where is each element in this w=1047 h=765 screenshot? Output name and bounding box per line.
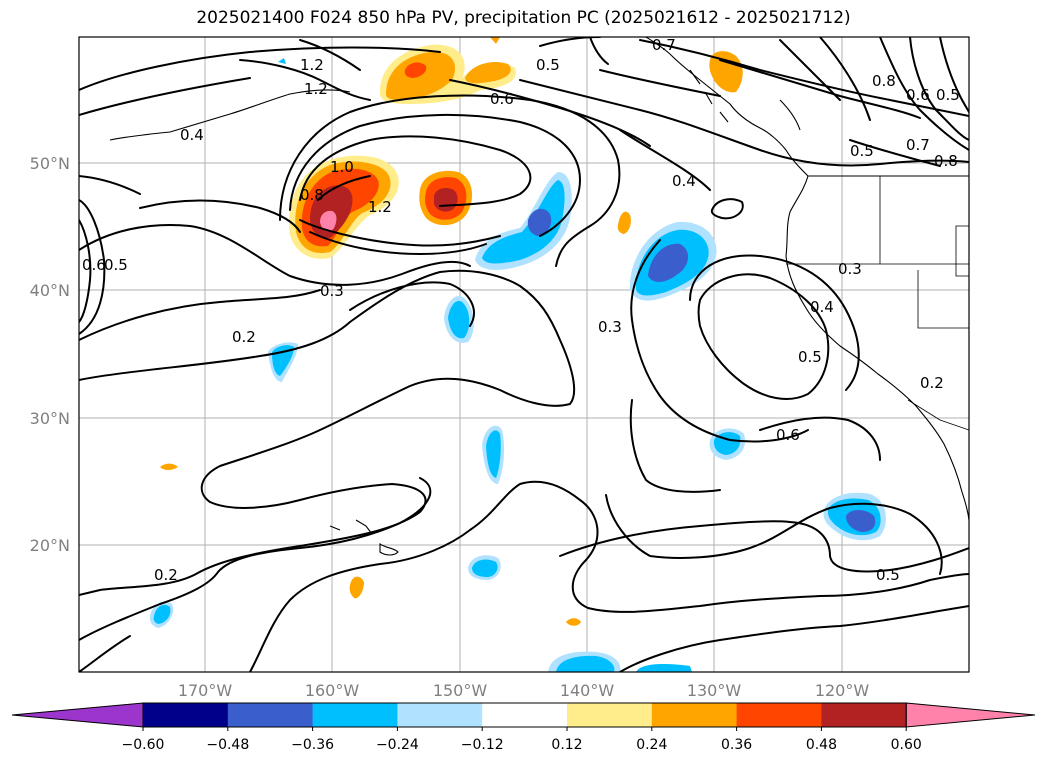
svg-text:0.5: 0.5 (798, 348, 822, 366)
colorbar-tick-label: −0.24 (376, 737, 419, 753)
lon-label-120w: 120°W (815, 681, 870, 700)
colorbar-extend-low (11, 702, 144, 728)
colorbar-segment (227, 703, 314, 727)
lon-label-150w: 150°W (433, 681, 488, 700)
svg-text:0.3: 0.3 (838, 260, 862, 278)
lat-label-30n: 30°N (30, 409, 70, 428)
colorbar-tick-label: 0.12 (551, 737, 582, 753)
svg-text:0.5: 0.5 (536, 56, 560, 74)
svg-text:1.2: 1.2 (300, 56, 324, 74)
svg-text:0.5: 0.5 (104, 256, 128, 274)
svg-text:0.8: 0.8 (300, 186, 324, 204)
svg-text:0.6: 0.6 (776, 426, 800, 444)
colorbar-segment (397, 703, 483, 727)
colorbar-segment (736, 703, 822, 727)
map-frame (78, 36, 970, 673)
precip-positive-ak (709, 51, 743, 93)
lon-label-160w: 160°W (305, 681, 360, 700)
colorbar-tick-label: 0.24 (636, 737, 667, 753)
colorbar-tick-label: −0.36 (291, 737, 334, 753)
svg-text:0.4: 0.4 (180, 126, 204, 144)
lon-label-130w: 130°W (687, 681, 742, 700)
svg-text:0.4: 0.4 (672, 172, 696, 190)
latitude-labels: 50°N 40°N 30°N 20°N (30, 154, 70, 555)
colorbar-tick-label: 0.48 (806, 737, 837, 753)
svg-text:0.7: 0.7 (652, 36, 676, 54)
lat-label-40n: 40°N (30, 281, 70, 300)
colorbar-tick-label: 0.60 (891, 737, 922, 753)
svg-text:0.8: 0.8 (934, 152, 958, 170)
colorbar-tick-label: −0.60 (122, 737, 165, 753)
colorbar-segment (651, 703, 738, 727)
contour-labels: 1.2 1.2 0.7 0.5 0.8 0.6 0.5 0.6 0.4 0.5 … (82, 36, 960, 584)
svg-text:0.7: 0.7 (906, 136, 930, 154)
colorbar-tick-label: −0.12 (461, 737, 504, 753)
svg-text:0.3: 0.3 (598, 318, 622, 336)
longitude-labels: 170°W 160°W 150°W 140°W 130°W 120°W (178, 681, 870, 700)
svg-text:1.2: 1.2 (304, 80, 328, 98)
svg-text:1.2: 1.2 (368, 198, 392, 216)
pv-contours (79, 37, 969, 672)
svg-text:0.6: 0.6 (906, 86, 930, 104)
map-area (79, 37, 969, 672)
colorbar: −0.60 −0.48 −0.36 −0.24 −0.12 0.12 0.24 0.36 0.4… (11, 702, 1036, 753)
colorbar-extend-high (905, 702, 1036, 728)
svg-text:0.8: 0.8 (872, 72, 896, 90)
svg-text:0.5: 0.5 (850, 142, 874, 160)
lat-label-20n: 20°N (30, 536, 70, 555)
colorbar-segment (143, 703, 229, 727)
lat-label-50n: 50°N (30, 154, 70, 173)
svg-text:0.5: 0.5 (936, 86, 960, 104)
colorbar-frame (142, 702, 907, 728)
colorbar-segment (482, 703, 568, 727)
colorbar-tick-label: 0.36 (721, 737, 752, 753)
svg-text:0.6: 0.6 (490, 90, 514, 108)
svg-text:1.0: 1.0 (330, 158, 354, 176)
colorbar-segment (567, 703, 653, 727)
svg-text:0.3: 0.3 (320, 282, 344, 300)
svg-text:0.6: 0.6 (82, 256, 106, 274)
map-title: 2025021400 F024 850 hPa PV, precipitatio… (196, 8, 851, 28)
svg-text:0.2: 0.2 (154, 566, 178, 584)
colorbar-segment (312, 703, 398, 727)
colorbar-segment (821, 703, 907, 727)
lon-label-170w: 170°W (178, 681, 233, 700)
svg-text:0.4: 0.4 (810, 298, 834, 316)
svg-text:0.2: 0.2 (232, 328, 256, 346)
lon-label-140w: 140°W (560, 681, 615, 700)
svg-text:0.2: 0.2 (920, 374, 944, 392)
svg-text:0.5: 0.5 (876, 566, 900, 584)
colorbar-tick-label: −0.48 (206, 737, 249, 753)
